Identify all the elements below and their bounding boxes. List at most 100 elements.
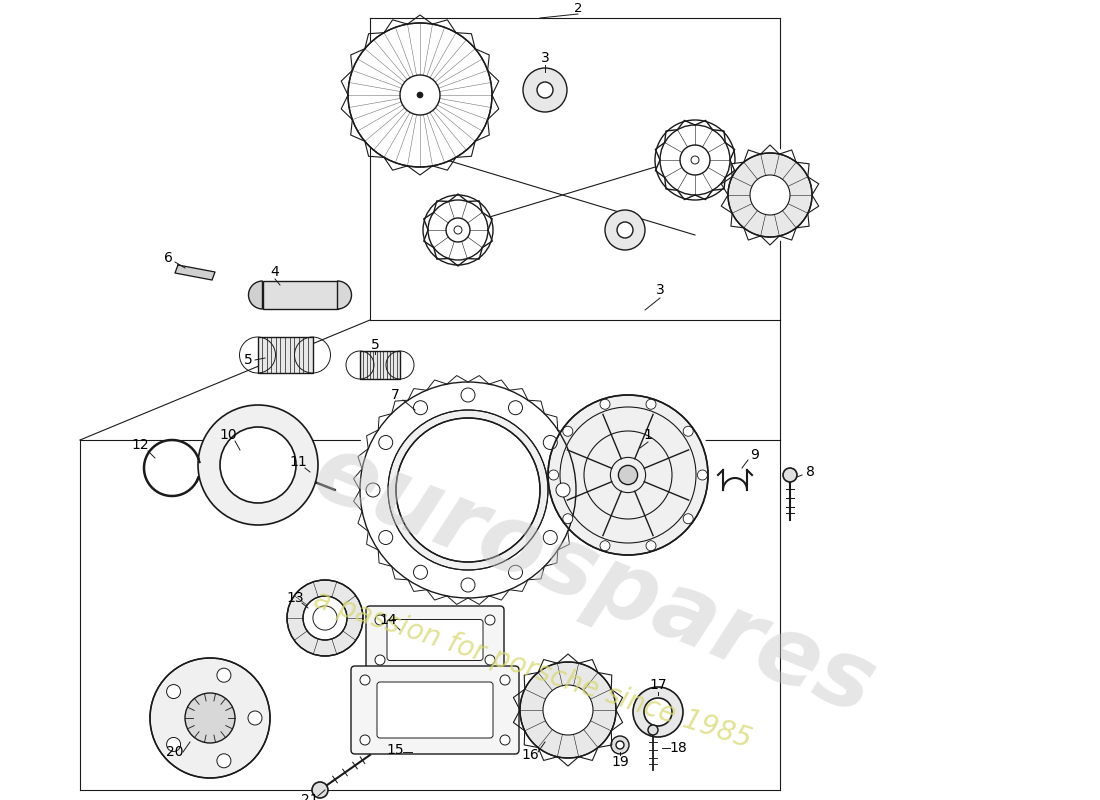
Circle shape	[454, 226, 462, 234]
Circle shape	[485, 655, 495, 665]
Circle shape	[549, 470, 559, 480]
Text: 1: 1	[644, 428, 652, 442]
Circle shape	[508, 566, 522, 579]
Circle shape	[485, 615, 495, 625]
Text: 17: 17	[649, 678, 667, 692]
Bar	[257, 337, 312, 373]
Text: 10: 10	[219, 428, 236, 442]
Circle shape	[220, 427, 296, 503]
Circle shape	[543, 530, 558, 545]
Wedge shape	[249, 281, 263, 309]
Text: 19: 19	[612, 755, 629, 769]
Circle shape	[500, 675, 510, 685]
Circle shape	[312, 606, 337, 630]
Circle shape	[500, 735, 510, 745]
Bar	[263, 281, 338, 309]
Text: 5: 5	[371, 338, 380, 352]
Circle shape	[388, 410, 548, 570]
Circle shape	[461, 388, 475, 402]
Text: 12: 12	[131, 438, 149, 452]
Circle shape	[617, 222, 632, 238]
Circle shape	[537, 82, 553, 98]
Text: 21: 21	[301, 793, 319, 800]
Circle shape	[515, 657, 622, 763]
Circle shape	[683, 514, 693, 524]
Text: 13: 13	[286, 591, 304, 605]
Circle shape	[543, 435, 558, 450]
Polygon shape	[175, 265, 214, 280]
Circle shape	[600, 541, 610, 550]
Circle shape	[378, 530, 393, 545]
Circle shape	[248, 711, 262, 725]
Circle shape	[563, 514, 573, 524]
Circle shape	[414, 401, 428, 414]
Circle shape	[166, 685, 180, 698]
Text: 3: 3	[656, 283, 664, 297]
Circle shape	[600, 399, 610, 410]
Circle shape	[217, 754, 231, 768]
Circle shape	[618, 466, 638, 485]
Circle shape	[198, 405, 318, 525]
FancyBboxPatch shape	[387, 619, 483, 661]
Circle shape	[683, 426, 693, 436]
Circle shape	[563, 426, 573, 436]
Circle shape	[508, 401, 522, 414]
Circle shape	[396, 418, 540, 562]
Circle shape	[424, 195, 493, 265]
FancyBboxPatch shape	[366, 606, 504, 674]
Circle shape	[302, 596, 346, 640]
Circle shape	[556, 483, 570, 497]
Text: 5: 5	[243, 353, 252, 367]
Circle shape	[461, 578, 475, 592]
Circle shape	[348, 23, 492, 167]
Circle shape	[644, 698, 672, 726]
Circle shape	[287, 580, 363, 656]
Circle shape	[610, 736, 629, 754]
Circle shape	[350, 372, 586, 608]
Circle shape	[417, 92, 424, 98]
Circle shape	[654, 120, 735, 200]
Circle shape	[616, 741, 624, 749]
FancyBboxPatch shape	[377, 682, 493, 738]
Text: 11: 11	[289, 455, 307, 469]
Text: 14: 14	[379, 613, 397, 627]
Circle shape	[520, 662, 616, 758]
Circle shape	[217, 668, 231, 682]
Text: 8: 8	[805, 465, 814, 479]
Text: 4: 4	[271, 265, 279, 279]
Text: 16: 16	[521, 748, 539, 762]
Circle shape	[548, 395, 708, 555]
Circle shape	[185, 693, 235, 743]
FancyBboxPatch shape	[351, 666, 519, 754]
Circle shape	[723, 148, 817, 242]
Text: 9: 9	[750, 448, 759, 462]
Circle shape	[605, 210, 645, 250]
Circle shape	[360, 675, 370, 685]
Circle shape	[750, 175, 790, 215]
Circle shape	[375, 615, 385, 625]
Circle shape	[697, 470, 707, 480]
Circle shape	[522, 68, 566, 112]
Text: a passion for porsche since 1985: a passion for porsche since 1985	[310, 586, 755, 754]
Text: 15: 15	[386, 743, 404, 757]
Bar	[360, 351, 400, 379]
Circle shape	[648, 725, 658, 735]
Circle shape	[728, 153, 812, 237]
Wedge shape	[338, 281, 352, 309]
Circle shape	[632, 687, 683, 737]
Circle shape	[166, 738, 180, 751]
Circle shape	[378, 435, 393, 450]
Text: 7: 7	[390, 388, 399, 402]
Text: 3: 3	[540, 51, 549, 65]
Text: 2: 2	[574, 2, 582, 14]
Circle shape	[691, 156, 698, 164]
Circle shape	[543, 390, 713, 560]
Circle shape	[543, 685, 593, 735]
Circle shape	[360, 735, 370, 745]
Circle shape	[150, 658, 270, 778]
Text: 18: 18	[669, 741, 686, 755]
Circle shape	[783, 468, 798, 482]
Text: 6: 6	[164, 251, 173, 265]
Circle shape	[375, 655, 385, 665]
Text: eurospares: eurospares	[300, 426, 889, 734]
